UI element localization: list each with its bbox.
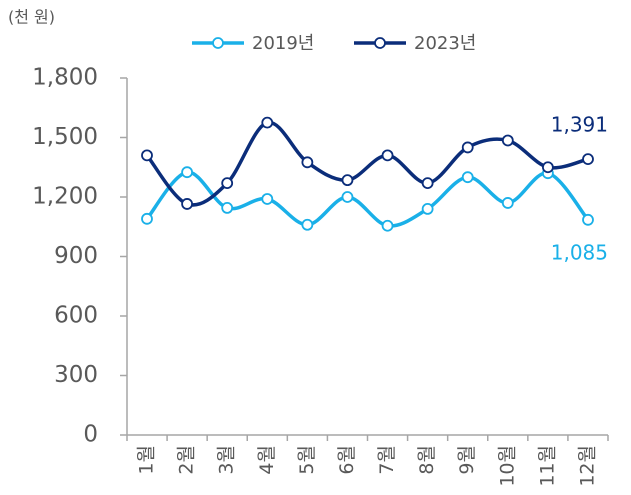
marker (221, 202, 234, 214)
y-tick-label: 0 (83, 422, 98, 448)
x-tick-label: 11월 (536, 445, 558, 487)
legend-label: 2023년 (414, 33, 476, 54)
marker (301, 218, 314, 231)
x-tick-label: 8월 (416, 445, 438, 475)
legend-marker (212, 37, 224, 49)
marker (141, 149, 153, 162)
x-tick-label: 2월 (176, 445, 198, 475)
marker (542, 161, 554, 174)
x-tick-label: 1월 (136, 445, 158, 475)
marker (582, 213, 594, 226)
unit-label: (천 원) (8, 8, 55, 27)
marker (461, 141, 474, 154)
marker (341, 174, 354, 187)
x-tick-label: 4월 (256, 445, 278, 475)
marker (501, 134, 514, 147)
x-tick-label: 10월 (496, 445, 518, 487)
marker (301, 156, 314, 169)
x-tick-label: 7월 (376, 445, 398, 475)
y-tick-label: 1,500 (32, 124, 98, 150)
y-tick-label: 600 (54, 303, 98, 329)
x-tick-label: 3월 (216, 445, 238, 475)
marker (461, 171, 474, 184)
marker (501, 197, 514, 209)
marker (181, 198, 193, 210)
data-label: 1,391 (551, 113, 608, 137)
marker (261, 193, 274, 205)
y-tick-label: 300 (54, 362, 98, 388)
marker (341, 191, 354, 203)
legend-marker (374, 37, 386, 49)
marker (181, 166, 193, 179)
marker (261, 116, 274, 129)
y-tick-label: 1,800 (32, 65, 98, 91)
y-tick-label: 900 (54, 243, 98, 269)
marker (582, 153, 594, 166)
marker (421, 202, 434, 215)
x-tick-label: 9월 (456, 445, 478, 475)
marker (381, 149, 394, 162)
marker (221, 177, 234, 190)
y-tick-label: 1,200 (32, 184, 98, 210)
x-tick-label: 6월 (336, 445, 358, 475)
marker (421, 177, 434, 190)
line (145, 170, 590, 228)
marker (141, 212, 153, 225)
legend-label: 2019년 (252, 33, 314, 54)
data-label: 1,085 (551, 240, 608, 264)
x-tick-label: 12월 (577, 445, 599, 487)
marker (381, 219, 394, 232)
x-tick-label: 5월 (296, 445, 318, 475)
